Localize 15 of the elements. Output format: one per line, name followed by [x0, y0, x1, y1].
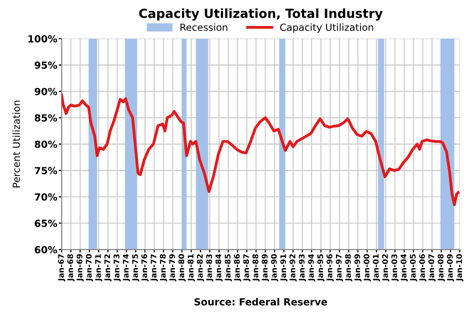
y-axis-title: Percent Utilization: [12, 100, 20, 188]
y-tick-label: 65%: [34, 220, 58, 228]
y-tick-label: 90%: [34, 88, 58, 96]
y-tick-label: 95%: [34, 61, 58, 69]
legend-label: Recession: [180, 23, 228, 31]
y-tick-label: 60%: [34, 246, 58, 254]
line-series: [62, 94, 460, 206]
source-note: Source: Federal Reserve: [194, 298, 328, 306]
chart-title: Capacity Utilization, Total Industry: [139, 8, 383, 21]
y-tick-label: 100%: [28, 35, 58, 42]
y-tick-label: 75%: [34, 166, 58, 174]
legend-label: Capacity Utilization: [280, 23, 374, 33]
y-tick-label: 70%: [34, 193, 58, 201]
y-tick-label: 85%: [34, 114, 58, 122]
y-tick-label: 80%: [34, 140, 58, 148]
